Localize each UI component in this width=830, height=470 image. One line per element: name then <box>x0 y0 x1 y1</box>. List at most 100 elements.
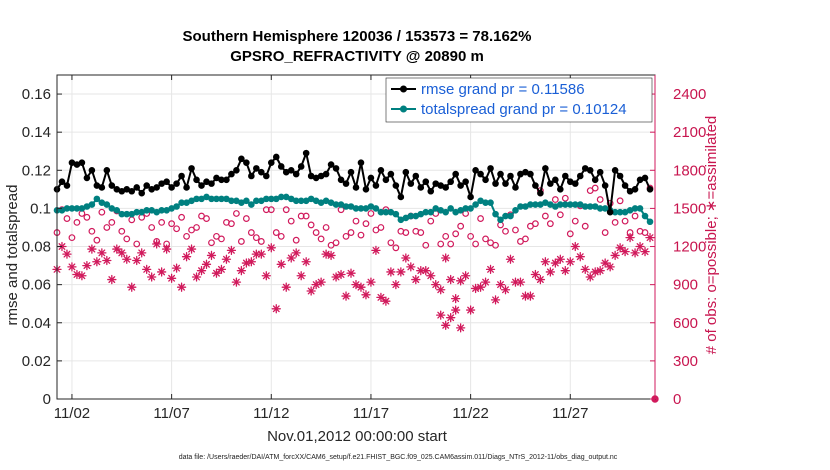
totalspread-point <box>103 201 111 208</box>
rmse-point <box>641 174 649 182</box>
assimilated-point <box>266 243 276 253</box>
possible-point <box>168 220 176 228</box>
assimilated-point <box>201 259 212 269</box>
assimilated-point <box>500 285 511 295</box>
rmse-point <box>267 159 275 166</box>
possible-point <box>522 235 529 243</box>
rmse-point <box>78 159 86 166</box>
assimilated-point <box>127 282 137 292</box>
rmse-point <box>342 180 350 187</box>
possible-point <box>183 232 190 240</box>
totalspread-point <box>467 205 474 212</box>
possible-point <box>362 220 370 228</box>
assimilated-point <box>555 254 565 264</box>
totalspread-point <box>487 199 494 206</box>
rmse-point <box>412 172 420 180</box>
y-tick-label-right: 1200 <box>673 239 706 256</box>
possible-point <box>611 218 619 226</box>
legend-marker-rmse <box>400 85 407 93</box>
assimilated-point <box>381 296 391 306</box>
rmse-point <box>427 187 435 195</box>
gridlines <box>57 75 655 400</box>
rmse-point <box>447 178 454 186</box>
possible-point <box>282 206 290 214</box>
rmse-point <box>63 182 71 189</box>
rmse-point <box>347 168 355 176</box>
rmse-point <box>263 172 270 180</box>
rmse-point <box>352 184 360 191</box>
rmse-point <box>83 174 91 182</box>
rmse-point <box>223 176 230 184</box>
assimilated-point <box>605 262 615 272</box>
x-tick-label: 11/02 <box>54 405 90 422</box>
assimilated-point <box>615 243 625 253</box>
possible-point <box>103 224 111 231</box>
possible-point <box>457 222 465 230</box>
possible-point <box>73 218 81 226</box>
assimilated-point <box>191 272 202 282</box>
assimilated-point <box>525 291 536 301</box>
possible-point <box>237 238 245 245</box>
rmse-point <box>452 170 459 178</box>
assimilated-point <box>142 264 152 275</box>
assimilated-point <box>610 250 620 261</box>
possible-point <box>148 224 156 231</box>
possible-point <box>596 196 604 203</box>
assimilated-point <box>82 260 92 271</box>
possible-point <box>307 221 315 229</box>
assimilated-point <box>455 323 466 333</box>
assimilated-point <box>436 310 446 320</box>
assimilated-point <box>166 273 177 283</box>
possible-point <box>297 212 305 220</box>
rmse-point <box>193 176 200 184</box>
rmse-point <box>477 170 484 178</box>
y-tick-label-right: 900 <box>673 277 698 294</box>
possible-point <box>541 212 549 220</box>
rmse-point <box>233 166 240 174</box>
assimilated-point <box>67 262 77 272</box>
possible-point <box>272 229 280 236</box>
rmse-point <box>492 180 499 187</box>
rmse-point <box>611 166 619 174</box>
y-tick-label-right: 300 <box>673 353 698 370</box>
assimilated-point <box>585 272 595 282</box>
possible-point <box>442 232 450 240</box>
possible-point <box>178 213 185 221</box>
possible-point <box>427 217 435 225</box>
possible-point <box>417 229 425 236</box>
assimilated-point <box>451 305 461 315</box>
assimilated-point <box>112 244 122 254</box>
rmse-point <box>457 182 464 189</box>
possible-point <box>641 229 649 236</box>
possible-point <box>218 235 225 243</box>
possible-point <box>312 229 320 236</box>
rmse-point <box>198 182 205 189</box>
rmse-point <box>442 184 450 191</box>
assimilated-point <box>600 258 610 268</box>
possible-point <box>347 229 355 236</box>
assimilated-point <box>391 279 401 290</box>
totalspread-point <box>372 205 380 212</box>
assimilated-point <box>102 255 112 266</box>
totalspread-point <box>472 201 479 208</box>
rmse-point <box>402 168 410 176</box>
assimilated-point <box>565 257 575 267</box>
rmse-point <box>552 176 559 184</box>
possible-point <box>437 240 445 248</box>
y-tick-label: 0.04 <box>22 315 51 332</box>
legend-label-rmse: rmse grand pr = 0.11586 <box>421 81 585 98</box>
y-tick-label-right: 2100 <box>673 124 706 141</box>
possible-point <box>247 229 255 236</box>
assimilated-point <box>465 305 476 315</box>
assimilated-point <box>505 254 516 264</box>
assimilated-point <box>226 245 237 255</box>
assimilated-point <box>296 271 306 281</box>
assimilated-point <box>196 266 207 276</box>
rmse-point <box>596 168 604 176</box>
possible-point <box>232 210 240 217</box>
possible-point <box>482 235 489 243</box>
rmse-point <box>497 170 504 178</box>
rmse-point <box>357 159 365 166</box>
assimilated-point <box>540 257 551 267</box>
possible-point <box>477 215 484 222</box>
